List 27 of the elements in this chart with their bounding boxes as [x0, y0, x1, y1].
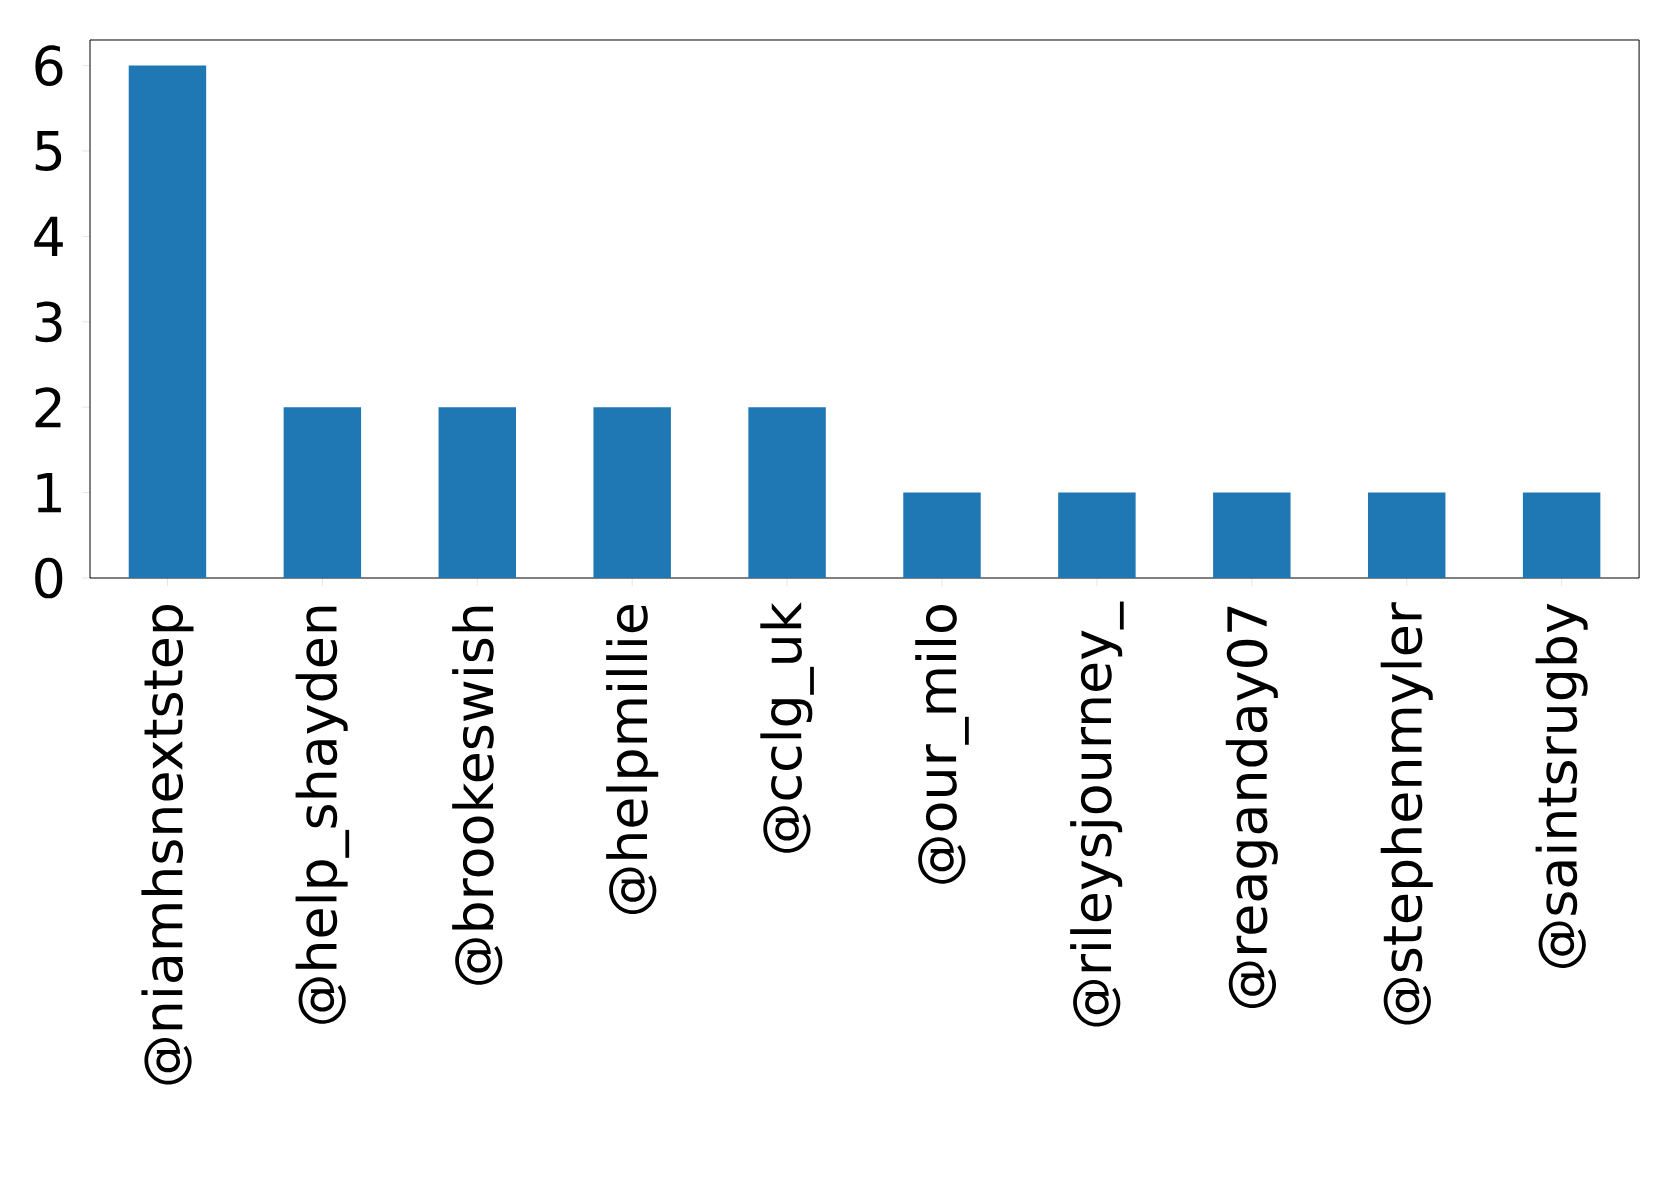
x-tick-label: @saintsrugby: [1535, 603, 1588, 968]
y-tick-label: 0: [35, 557, 63, 599]
x-tick-label: @brookeswish: [452, 606, 503, 985]
x-tick-label: @stephenmyler: [1380, 602, 1433, 1025]
x-tick-label: @cclg_uk: [760, 602, 814, 853]
bar: [1522, 492, 1601, 578]
x-tick-label: @help_shayden: [295, 606, 350, 1024]
y-tick-label: 1: [37, 472, 61, 513]
bar: [1367, 492, 1446, 578]
x-tick-label: @niamhsnextstep: [141, 605, 194, 1085]
x-tick-label: @our_milo: [915, 605, 969, 884]
bar: [748, 407, 826, 578]
y-tick-label: 3: [35, 301, 62, 343]
bar: [128, 65, 207, 578]
y-tick-label: 6: [35, 45, 63, 86]
x-tick-label: @rileysjourney_: [1070, 601, 1124, 1027]
bar: [438, 407, 516, 578]
y-tick-label: 2: [35, 387, 61, 428]
x-tick-label: @helpmillie: [606, 604, 659, 914]
bar: [903, 492, 981, 578]
bar: [593, 407, 671, 578]
bar: [1058, 492, 1136, 578]
bar: [1213, 492, 1291, 578]
x-tick-label: @reaganday07: [1225, 606, 1278, 1009]
bar: [283, 407, 362, 578]
y-tick-label: 5: [35, 131, 62, 172]
y-tick-label: 4: [34, 216, 63, 257]
